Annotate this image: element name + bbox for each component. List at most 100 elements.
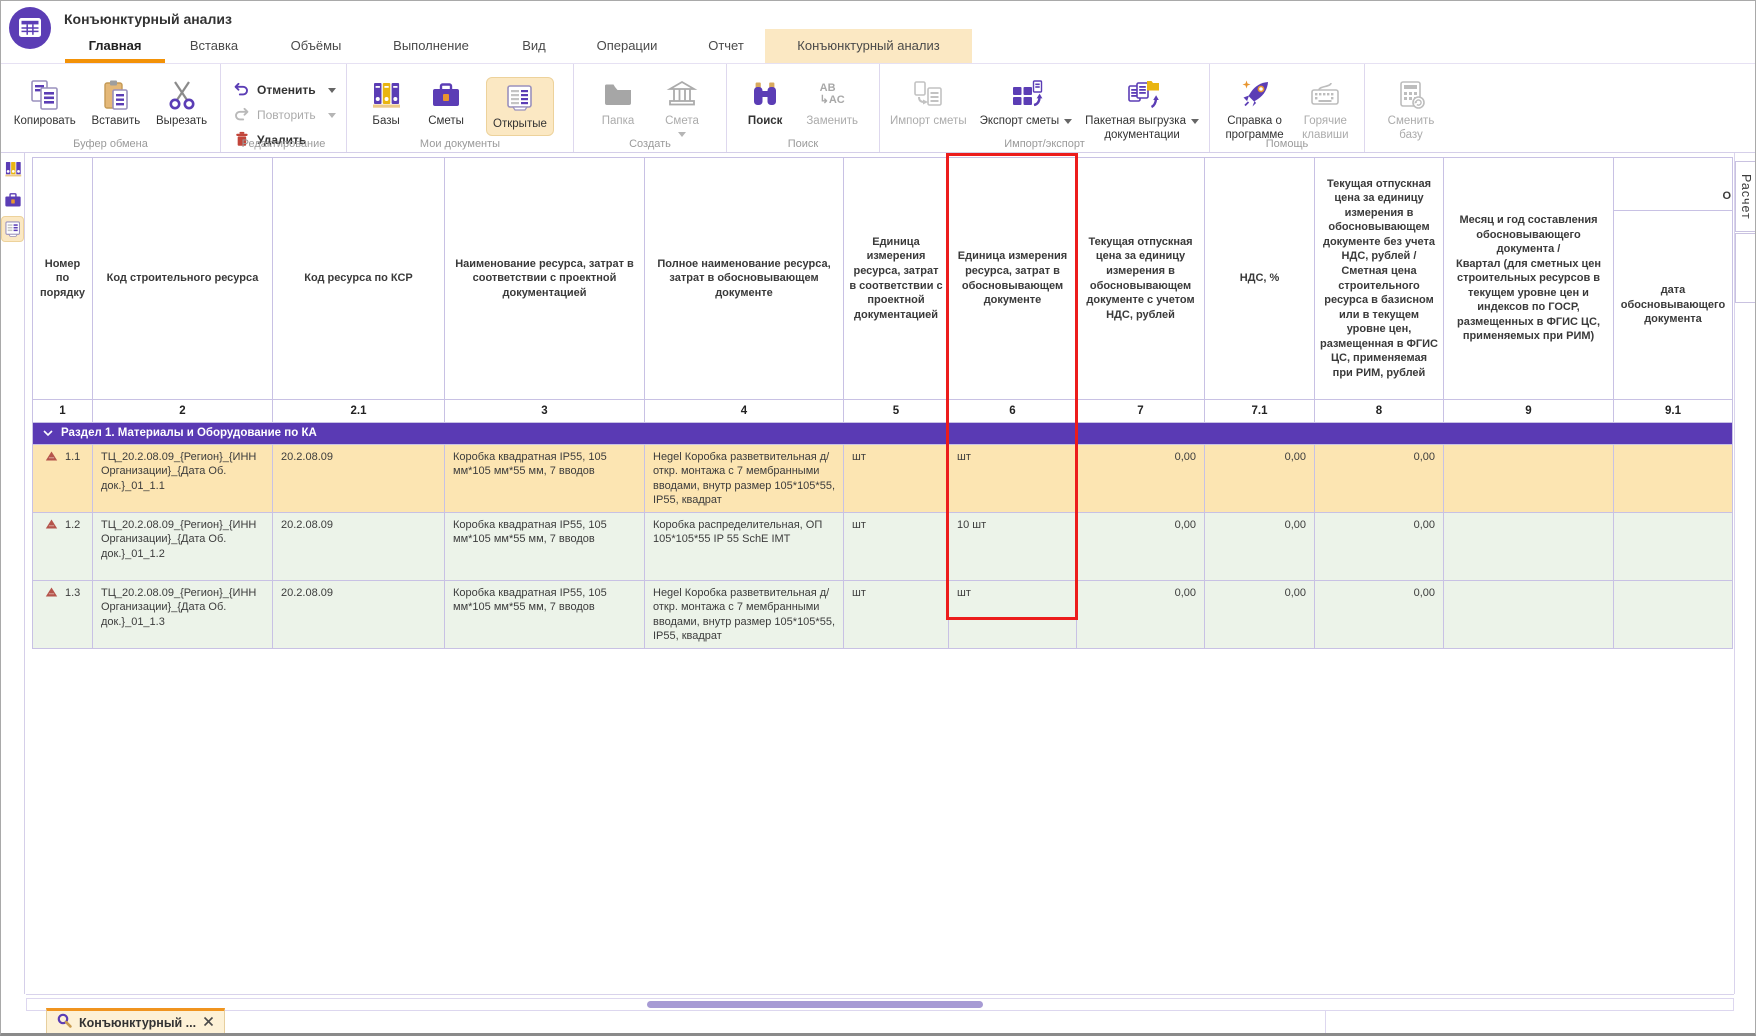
cell-ksr[interactable]: 20.2.08.09 — [272, 443, 445, 514]
batch-upload-button[interactable]: Пакетная выгрузка документации — [1082, 77, 1202, 142]
import-estimate-button[interactable]: Импорт сметы — [887, 77, 970, 129]
col-header-month-year[interactable]: Месяц и год составления обосновывающего … — [1443, 157, 1614, 400]
col-header-full-name[interactable]: Полное наименование ресурса, затрат в об… — [644, 157, 844, 400]
change-database-button[interactable]: Сменить базу — [1385, 77, 1438, 142]
cell-code[interactable]: ТЦ_20.2.08.09_{Регион}_{ИНН Организации}… — [92, 443, 273, 514]
col-num[interactable]: 4 — [644, 399, 844, 423]
col-header-vat[interactable]: НДС, % — [1204, 157, 1315, 400]
cell-price-without-vat[interactable]: 0,00 — [1314, 443, 1444, 514]
col-num[interactable]: 3 — [444, 399, 645, 423]
cell-unit-design[interactable]: шт — [843, 512, 949, 582]
scrollbar-thumb[interactable] — [647, 1001, 983, 1008]
tab-insert[interactable]: Вставка — [189, 38, 239, 53]
sidebar-opened-icon[interactable] — [3, 219, 23, 239]
cell-full-name[interactable]: Коробка распределительная, ОП 105*105*55… — [644, 512, 844, 582]
table-row[interactable]: 1.2 ТЦ_20.2.08.09_{Регион}_{ИНН Организа… — [32, 512, 1733, 582]
col-header-unit-doc[interactable]: Единица измерения ресурса, затрат в обос… — [948, 157, 1077, 400]
cell-price-with-vat[interactable]: 0,00 — [1076, 580, 1205, 650]
cell-unit-doc[interactable]: шт — [948, 443, 1077, 514]
col-num[interactable]: 9 — [1443, 399, 1614, 423]
cell-unit-doc[interactable]: шт — [948, 580, 1077, 650]
cell-unit-doc[interactable]: 10 шт — [948, 512, 1077, 582]
cut-button[interactable]: Вырезать — [153, 77, 210, 129]
search-button[interactable]: Поиск — [745, 77, 786, 129]
col-num[interactable]: 8 — [1314, 399, 1444, 423]
col-header-unit-design[interactable]: Единица измерения ресурса, затрат в соот… — [843, 157, 949, 400]
tab-home[interactable]: Главная — [88, 38, 142, 53]
tab-analysis[interactable]: Конъюнктурный анализ — [765, 29, 972, 63]
paste-button[interactable]: Вставить — [88, 77, 143, 129]
replace-button[interactable]: AB ↳AC Заменить — [803, 77, 861, 129]
col-num[interactable]: 2 — [92, 399, 273, 423]
horizontal-scrollbar[interactable] — [26, 998, 1734, 1011]
redo-button[interactable]: Повторить — [233, 105, 336, 125]
hotkeys-button[interactable]: Горячие клавиши — [1299, 77, 1351, 142]
about-button[interactable]: Справка о программе — [1222, 77, 1286, 142]
delete-button[interactable]: Удалить — [233, 130, 306, 150]
col-num[interactable]: 5 — [843, 399, 949, 423]
cell-price-without-vat[interactable]: 0,00 — [1314, 580, 1444, 650]
copy-button[interactable]: Копировать — [11, 77, 79, 129]
cell-full-name[interactable]: Hegel Коробка разветвительная д/откр. мо… — [644, 443, 844, 514]
cell-code[interactable]: ТЦ_20.2.08.09_{Регион}_{ИНН Организации}… — [92, 512, 273, 582]
cell-doc-date[interactable] — [1613, 512, 1733, 582]
opened-button[interactable]: Открытые — [486, 77, 554, 136]
col-num[interactable]: 1 — [32, 399, 93, 423]
bases-button[interactable]: Базы — [366, 77, 406, 129]
cell-month-year[interactable] — [1443, 512, 1614, 582]
col-header-resource-code[interactable]: Код строительного ресурса — [92, 157, 273, 400]
cell-unit-design[interactable]: шт — [843, 443, 949, 514]
col-num[interactable]: 7 — [1076, 399, 1205, 423]
col-header-doc-date[interactable]: О дата обосновывающего документа — [1613, 157, 1733, 400]
document-tab[interactable]: Конъюнктурный ... — [46, 1008, 226, 1033]
tab-execution[interactable]: Выполнение — [393, 38, 469, 53]
col-num[interactable]: 2.1 — [272, 399, 445, 423]
cell-ksr[interactable]: 20.2.08.09 — [272, 512, 445, 582]
col-header-price-with-vat[interactable]: Текущая отпускная цена за единицу измере… — [1076, 157, 1205, 400]
cell-vat[interactable]: 0,00 — [1204, 512, 1315, 582]
col-header-price-without-vat[interactable]: Текущая отпускная цена за единицу измере… — [1314, 157, 1444, 400]
tab-view[interactable]: Вид — [522, 38, 546, 53]
cell-full-name[interactable]: Hegel Коробка разветвительная д/откр. мо… — [644, 580, 844, 650]
tab-operations[interactable]: Операции — [596, 38, 658, 53]
undo-dropdown-icon[interactable] — [327, 87, 336, 93]
sidebar-bases-icon[interactable] — [3, 159, 23, 179]
tab-volumes[interactable]: Объёмы — [290, 38, 342, 53]
col-num[interactable]: 7.1 — [1204, 399, 1315, 423]
sidebar-estimates-icon[interactable] — [3, 190, 23, 210]
estimate-button[interactable]: Смета — [662, 77, 702, 137]
cell-month-year[interactable] — [1443, 580, 1614, 650]
chevron-down-icon[interactable] — [43, 428, 53, 440]
cell-code[interactable]: ТЦ_20.2.08.09_{Регион}_{ИНН Организации}… — [92, 580, 273, 650]
export-dropdown-icon[interactable] — [1064, 119, 1073, 124]
section-header-row[interactable]: Раздел 1. Материалы и Оборудование по КА — [32, 422, 1733, 445]
tab-report[interactable]: Отчет — [708, 38, 744, 53]
estimates-button[interactable]: Сметы — [425, 77, 467, 129]
cell-vat[interactable]: 0,00 — [1204, 443, 1315, 514]
cell-price-with-vat[interactable]: 0,00 — [1076, 443, 1205, 514]
cell-name[interactable]: Коробка квадратная IP55, 105 мм*105 мм*5… — [444, 580, 645, 650]
table-row[interactable]: 1.3 ТЦ_20.2.08.09_{Регион}_{ИНН Организа… — [32, 580, 1733, 650]
cell-name[interactable]: Коробка квадратная IP55, 105 мм*105 мм*5… — [444, 512, 645, 582]
undo-button[interactable]: Отменить — [233, 80, 336, 100]
cell-doc-date[interactable] — [1613, 580, 1733, 650]
table-row[interactable]: 1.1 ТЦ_20.2.08.09_{Регион}_{ИНН Организа… — [32, 443, 1733, 514]
cell-ksr[interactable]: 20.2.08.09 — [272, 580, 445, 650]
right-panel-tab-empty[interactable] — [1735, 233, 1755, 303]
cell-doc-date[interactable] — [1613, 443, 1733, 514]
export-estimate-button[interactable]: Экспорт сметы — [977, 77, 1076, 129]
cell-price-with-vat[interactable]: 0,00 — [1076, 512, 1205, 582]
right-panel-tab-calculation[interactable]: Расчет — [1735, 161, 1755, 232]
col-num[interactable]: 9.1 — [1613, 399, 1733, 423]
batch-dropdown-icon[interactable] — [1190, 119, 1199, 124]
col-header-ksr-code[interactable]: Код ресурса по КСР — [272, 157, 445, 400]
col-header-number[interactable]: Номер по порядку — [32, 157, 93, 400]
cell-month-year[interactable] — [1443, 443, 1614, 514]
col-num[interactable]: 6 — [948, 399, 1077, 423]
right-panel-splitter[interactable] — [1734, 153, 1735, 994]
folder-button[interactable]: Папка — [598, 77, 638, 129]
col-header-name-design[interactable]: Наименование ресурса, затрат в соответст… — [444, 157, 645, 400]
cell-price-without-vat[interactable]: 0,00 — [1314, 512, 1444, 582]
close-icon[interactable] — [203, 1014, 214, 1032]
cell-name[interactable]: Коробка квадратная IP55, 105 мм*105 мм*5… — [444, 443, 645, 514]
